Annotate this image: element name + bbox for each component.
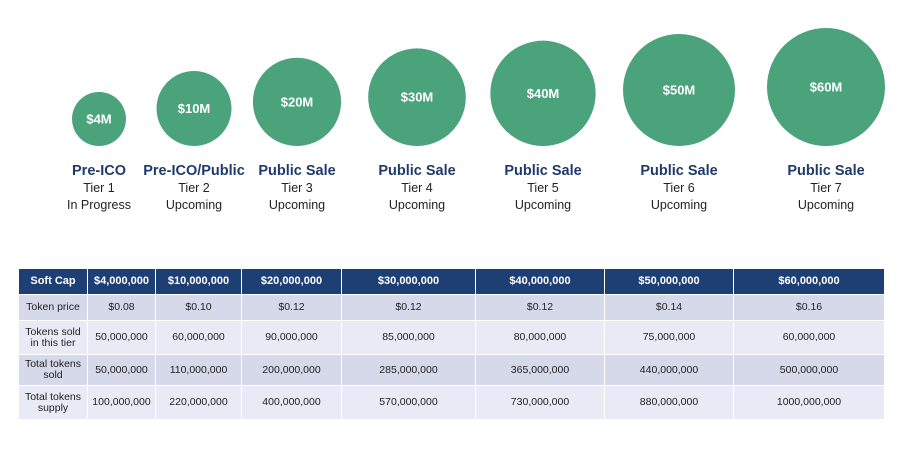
tier-bubble (156, 71, 232, 146)
table-cell: $0.10 (155, 294, 242, 321)
table-cell: 570,000,000 (341, 385, 476, 420)
header-cell: $60,000,000 (733, 268, 885, 295)
row-label: Total tokens supply (18, 385, 88, 420)
header-cell: $10,000,000 (155, 268, 242, 295)
tier-number: Tier 6 (663, 181, 695, 195)
table-cell: $0.12 (475, 294, 605, 321)
tier-bubble (622, 33, 736, 146)
table-cell: 110,000,000 (155, 354, 242, 386)
tier-bubble (252, 57, 342, 146)
table-cell: $0.16 (733, 294, 885, 321)
table-cell: 220,000,000 (155, 385, 242, 420)
header-cell: $20,000,000 (241, 268, 342, 295)
tier-status: Upcoming (515, 198, 571, 212)
table-cell: 60,000,000 (733, 320, 885, 355)
table-cell: 100,000,000 (87, 385, 156, 420)
table-cell: 200,000,000 (241, 354, 342, 386)
tier-group: $10M Pre-ICO/Public Tier 2 Upcoming (143, 71, 245, 212)
tier-status: Upcoming (389, 198, 445, 212)
tier-status: Upcoming (651, 198, 707, 212)
tier-name: Public Sale (378, 163, 455, 179)
table-cell: 730,000,000 (475, 385, 605, 420)
table-cell: 75,000,000 (604, 320, 734, 355)
table-cell: 500,000,000 (733, 354, 885, 386)
tier-bubble (72, 92, 126, 146)
tier-name: Public Sale (504, 163, 581, 179)
bubble-value-label: $4M (86, 112, 111, 127)
tier-bubble (767, 28, 885, 146)
table-cell: 1000,000,000 (733, 385, 885, 420)
tier-number: Tier 5 (527, 181, 559, 195)
table-cell: 400,000,000 (241, 385, 342, 420)
table-row: Token price $0.08 $0.10 $0.12 $0.12 $0.1… (18, 294, 885, 321)
tier-name: Public Sale (640, 163, 717, 179)
table-cell: 50,000,000 (87, 354, 156, 386)
bubble-value-label: $60M (810, 80, 843, 95)
tier-group: $60M Public Sale Tier 7 Upcoming (767, 28, 885, 212)
header-cell: $50,000,000 (604, 268, 734, 295)
tier-number: Tier 1 (83, 181, 115, 195)
tier-number: Tier 2 (178, 181, 210, 195)
tier-group: $50M Public Sale Tier 6 Upcoming (622, 33, 736, 212)
table-cell: 880,000,000 (604, 385, 734, 420)
header-cell: $40,000,000 (475, 268, 605, 295)
header-soft-cap: Soft Cap (18, 268, 88, 295)
tier-status: Upcoming (798, 198, 854, 212)
table-cell: 285,000,000 (341, 354, 476, 386)
table-cell: $0.14 (604, 294, 734, 321)
table-row: Total tokens sold 50,000,000 110,000,000… (18, 354, 885, 386)
tier-number: Tier 7 (810, 181, 842, 195)
tier-number: Tier 4 (401, 181, 433, 195)
tier-group: $30M Public Sale Tier 4 Upcoming (368, 48, 466, 212)
tier-group: $4M Pre-ICO Tier 1 In Progress (67, 92, 131, 212)
table-cell: 440,000,000 (604, 354, 734, 386)
table-cell: 60,000,000 (155, 320, 242, 355)
bubble-value-label: $10M (178, 101, 211, 116)
tier-name: Pre-ICO (72, 163, 126, 179)
table-cell: $0.08 (87, 294, 156, 321)
table-cell: 80,000,000 (475, 320, 605, 355)
bubble-value-label: $20M (281, 94, 314, 109)
tier-name: Pre-ICO/Public (143, 163, 245, 179)
tier-status: Upcoming (166, 198, 222, 212)
bubble-value-label: $30M (401, 90, 434, 105)
table-cell: 50,000,000 (87, 320, 156, 355)
row-label: Token price (18, 294, 88, 321)
table-cell: $0.12 (241, 294, 342, 321)
tier-status: In Progress (67, 198, 131, 212)
tier-bubble (368, 48, 466, 146)
table-header-row: Soft Cap $4,000,000 $10,000,000 $20,000,… (18, 268, 885, 295)
tier-group: $20M Public Sale Tier 3 Upcoming (252, 57, 342, 212)
table-cell: 365,000,000 (475, 354, 605, 386)
tier-bubble-chart: $4M Pre-ICO Tier 1 In Progress $10M Pre-ICO/P… (67, 28, 885, 212)
tier-name: Public Sale (787, 163, 864, 179)
table-row: Total tokens supply 100,000,000 220,000,… (18, 385, 885, 420)
header-cell: $30,000,000 (341, 268, 476, 295)
tier-table: Soft Cap $4,000,000 $10,000,000 $20,000,… (18, 268, 885, 420)
table-cell: 85,000,000 (341, 320, 476, 355)
bubble-value-label: $50M (663, 82, 696, 97)
header-cell: $4,000,000 (87, 268, 156, 295)
bubble-value-label: $40M (527, 86, 560, 101)
table-cell: $0.12 (341, 294, 476, 321)
table-cell: 90,000,000 (241, 320, 342, 355)
row-label: Total tokens sold (18, 354, 88, 386)
row-label: Tokens sold in this tier (18, 320, 88, 355)
tier-name: Public Sale (258, 163, 335, 179)
tier-group: $40M Public Sale Tier 5 Upcoming (490, 40, 596, 212)
tier-bubble (490, 40, 596, 147)
table-row: Tokens sold in this tier 50,000,000 60,0… (18, 320, 885, 355)
tier-status: Upcoming (269, 198, 325, 212)
tier-number: Tier 3 (281, 181, 313, 195)
